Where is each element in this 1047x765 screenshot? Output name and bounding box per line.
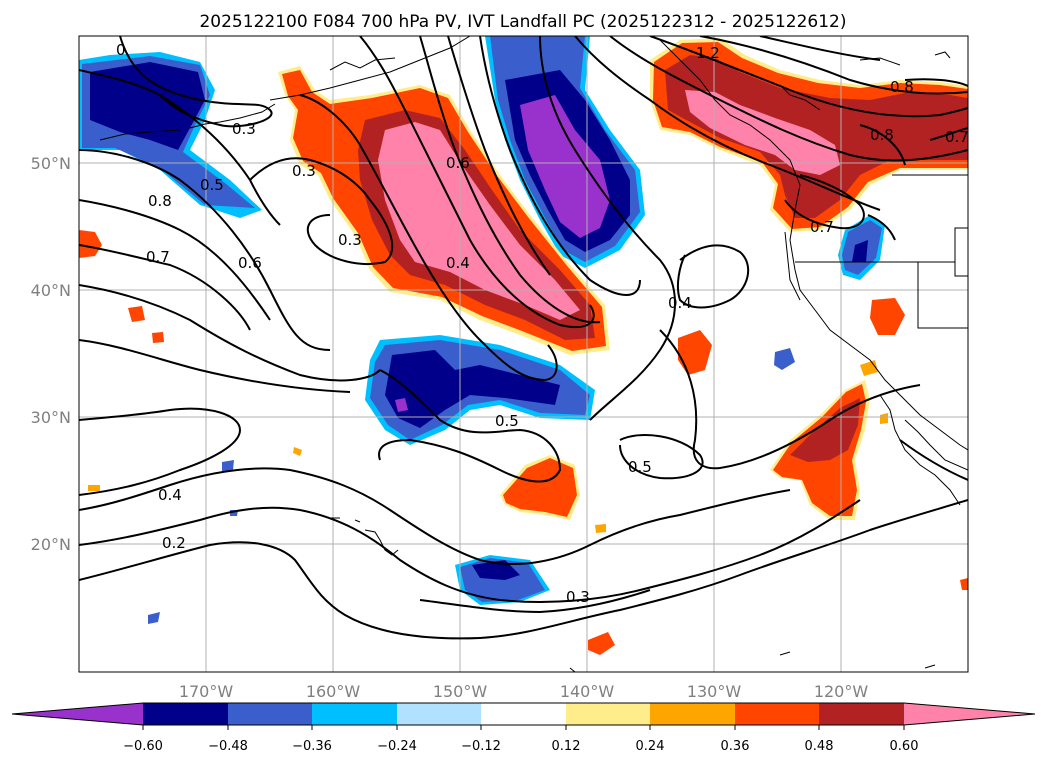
colorbar: −0.60 −0.48 −0.36 −0.24 −0.12 0.12 0.24 … — [11, 702, 1036, 754]
colorbar-segment — [819, 703, 904, 725]
contour-label: 0.4 — [158, 486, 182, 504]
colorbar-tick-labels: −0.60 −0.48 −0.36 −0.24 −0.12 0.12 0.24 … — [123, 739, 918, 754]
map-title: 2025122100 F084 700 hPa PV, IVT Landfall… — [199, 12, 846, 32]
contour-label: 0.7 — [945, 128, 969, 146]
colorbar-tick-marks — [142, 725, 905, 730]
lat-tick-label: 50°N — [31, 154, 71, 173]
lon-tick-label: 140°W — [560, 682, 615, 701]
contour-label: 0.8 — [890, 78, 914, 96]
contour-label: 1.2 — [696, 44, 720, 62]
lon-tick-label: 150°W — [433, 682, 488, 701]
colorbar-segment — [735, 703, 819, 725]
contour-label: 0.7 — [146, 248, 170, 266]
contour-labels: 0 0.3 0.5 0.8 0.7 0.6 0.3 0.3 0.6 0.4 0.… — [116, 41, 969, 606]
colorbar-tick-label: −0.60 — [123, 739, 163, 754]
colorbar-tick-label: −0.12 — [461, 739, 501, 754]
contour-label: 0.3 — [338, 231, 362, 249]
colorbar-extend-max — [904, 703, 1035, 725]
lon-tick-label: 170°W — [179, 682, 234, 701]
contour-label: 0.3 — [232, 120, 256, 138]
colorbar-segment — [143, 703, 228, 725]
colorbar-segment — [650, 703, 735, 725]
colorbar-segment — [397, 703, 481, 725]
colorbar-segment — [312, 703, 397, 725]
lon-tick-label: 160°W — [306, 682, 361, 701]
lon-tick-label: 120°W — [814, 682, 869, 701]
contour-label: 0.3 — [566, 588, 590, 606]
latitude-ticks: 50°N 40°N 30°N 20°N — [31, 154, 71, 554]
contour-label: 0.6 — [446, 154, 470, 172]
gridlines — [79, 36, 968, 672]
longitude-ticks: 170°W 160°W 150°W 140°W 130°W 120°W — [179, 682, 869, 701]
colorbar-tick-label: 0.60 — [890, 739, 919, 754]
colorbar-tick-label: 0.24 — [636, 739, 665, 754]
lon-tick-label: 130°W — [687, 682, 742, 701]
map-area: 0 0.3 0.5 0.8 0.7 0.6 0.3 0.3 0.6 0.4 0.… — [79, 36, 969, 672]
colorbar-tick-label: 0.36 — [721, 739, 750, 754]
colorbar-tick-label: −0.24 — [377, 739, 417, 754]
contour-label: 0.2 — [162, 534, 186, 552]
contour-label: 0.8 — [148, 192, 172, 210]
contour-label: 0.6 — [238, 254, 262, 272]
lat-tick-label: 30°N — [31, 408, 71, 427]
contour-label: 0.7 — [810, 218, 834, 236]
contour-label: 0.4 — [668, 294, 692, 312]
lat-tick-label: 20°N — [31, 535, 71, 554]
contour-label: 0.5 — [200, 176, 224, 194]
lat-tick-label: 40°N — [31, 281, 71, 300]
colorbar-tick-label: −0.48 — [208, 739, 248, 754]
contour-label: 0.3 — [292, 162, 316, 180]
contour-label: 0.8 — [870, 126, 894, 144]
colorbar-tick-label: 0.48 — [805, 739, 834, 754]
colorbar-tick-label: −0.36 — [292, 739, 332, 754]
colorbar-segment — [228, 703, 312, 725]
contour-label: 0 — [116, 41, 126, 59]
pv-contours — [79, 36, 968, 640]
colorbar-tick-label: 0.12 — [552, 739, 581, 754]
colorbar-segment — [566, 703, 650, 725]
map-frame — [78, 35, 969, 673]
contour-label: 0.5 — [495, 412, 519, 430]
colorbar-extend-min — [12, 703, 143, 725]
contour-label: 0.5 — [628, 458, 652, 476]
colorbar-segment — [481, 703, 566, 725]
contour-label: 0.4 — [446, 254, 470, 272]
